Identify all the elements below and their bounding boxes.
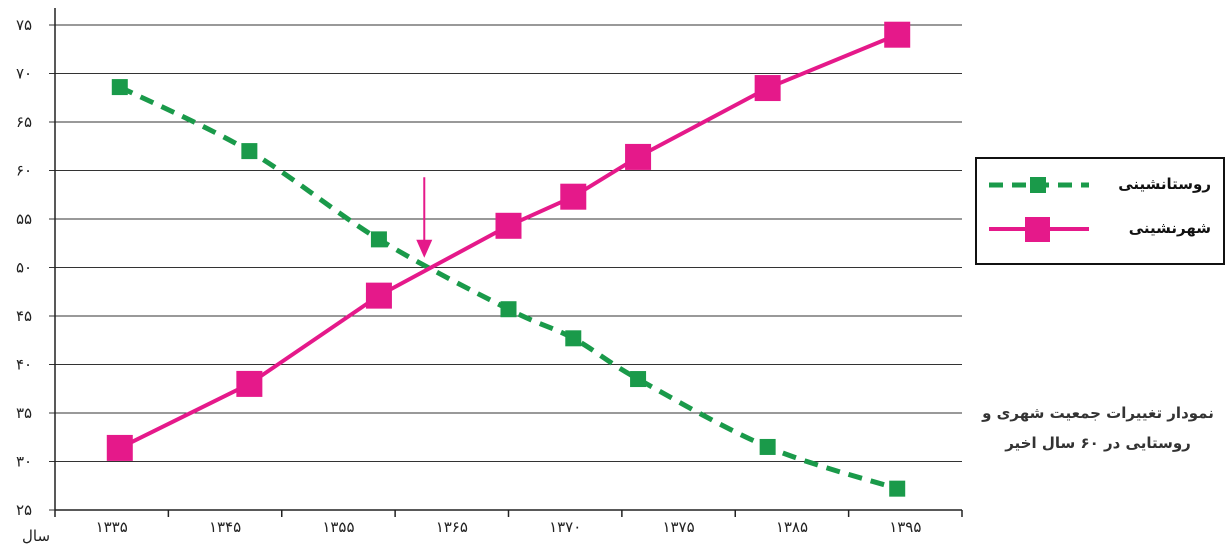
legend-swatch-urban xyxy=(989,217,1089,242)
y-tick-label-75: ۷۵ xyxy=(16,16,32,34)
point-rural-1345 xyxy=(241,143,258,160)
series-line-urban xyxy=(118,32,898,450)
y-tick-label-65: ۶۵ xyxy=(16,113,32,131)
point-rural-1385 xyxy=(759,438,776,455)
y-tick-labels: ۲۵ ۳۰ ۳۵ ۴۰ ۴۵ ۵۰ ۵۵ ۶۰ ۶۵ ۷۰ ۷۵ xyxy=(16,16,32,519)
legend-item-rural: روستانشینی xyxy=(977,165,1223,205)
y-tick-label-45: ۴۵ xyxy=(16,307,32,325)
x-axis-label: سال xyxy=(22,527,50,545)
legend-swatch-rural xyxy=(989,177,1089,193)
x-tick-labels: ۱۳۳۵ ۱۳۴۵ ۱۳۵۵ ۱۳۶۵ ۱۳۷۰ ۱۳۷۵ ۱۳۸۵ ۱۳۹۵ xyxy=(96,518,922,536)
legend: روستانشینی شهرنشینی xyxy=(975,157,1225,265)
point-rural-1355 xyxy=(370,231,387,248)
series-layer xyxy=(106,21,911,497)
y-tick-label-50: ۵۰ xyxy=(16,259,32,277)
x-tick-label-7: ۱۳۹۵ xyxy=(889,518,921,536)
point-urban-1375 xyxy=(625,143,652,170)
y-tick-label-40: ۴۰ xyxy=(16,356,32,374)
point-urban-1385 xyxy=(754,75,781,102)
y-tick-label-70: ۷۰ xyxy=(16,65,32,83)
y-tick-label-35: ۳۵ xyxy=(16,404,32,422)
point-urban-1335 xyxy=(106,434,133,461)
x-tick-label-0: ۱۳۳۵ xyxy=(96,518,128,536)
point-urban-1345 xyxy=(236,370,263,397)
point-rural-1370 xyxy=(565,330,582,347)
y-tick-label-30: ۳۰ xyxy=(16,453,32,471)
x-tick-label-4: ۱۳۷۰ xyxy=(549,518,581,536)
x-tick-label-2: ۱۳۵۵ xyxy=(322,518,354,536)
legend-label-urban: شهرنشینی xyxy=(1128,219,1211,237)
caption-line-1: نمودار تغییرات جمعیت شهری و xyxy=(982,404,1214,422)
point-urban-1365 xyxy=(495,212,522,239)
point-rural-1375 xyxy=(630,371,647,388)
chart-caption: نمودار تغییرات جمعیت شهری و روستایی در ۶… xyxy=(968,398,1228,458)
x-tick-label-1: ۱۳۴۵ xyxy=(209,518,241,536)
caption-line-2: روستایی در ۶۰ سال اخیر xyxy=(1005,434,1191,452)
legend-item-urban: شهرنشینی xyxy=(977,209,1223,249)
x-tick-label-3: ۱۳۶۵ xyxy=(436,518,468,536)
grid-lines xyxy=(55,24,962,462)
annotation-layer xyxy=(416,177,433,258)
x-tick-label-6: ۱۳۸۵ xyxy=(776,518,808,536)
axes xyxy=(49,8,963,517)
y-tick-label-60: ۶۰ xyxy=(16,162,32,180)
arrow-head xyxy=(416,239,433,258)
legend-label-rural: روستانشینی xyxy=(1118,175,1211,193)
point-urban-1370 xyxy=(560,183,587,210)
series-line-rural xyxy=(118,84,898,492)
point-rural-1365 xyxy=(500,301,517,318)
y-tick-label-55: ۵۵ xyxy=(16,210,32,228)
x-tick-label-5: ۱۳۷۵ xyxy=(662,518,694,536)
point-rural-1395 xyxy=(889,480,906,497)
point-urban-1395 xyxy=(884,21,911,48)
point-rural-1335 xyxy=(111,79,128,96)
y-tick-label-25: ۲۵ xyxy=(16,501,32,519)
point-urban-1355 xyxy=(365,282,392,309)
